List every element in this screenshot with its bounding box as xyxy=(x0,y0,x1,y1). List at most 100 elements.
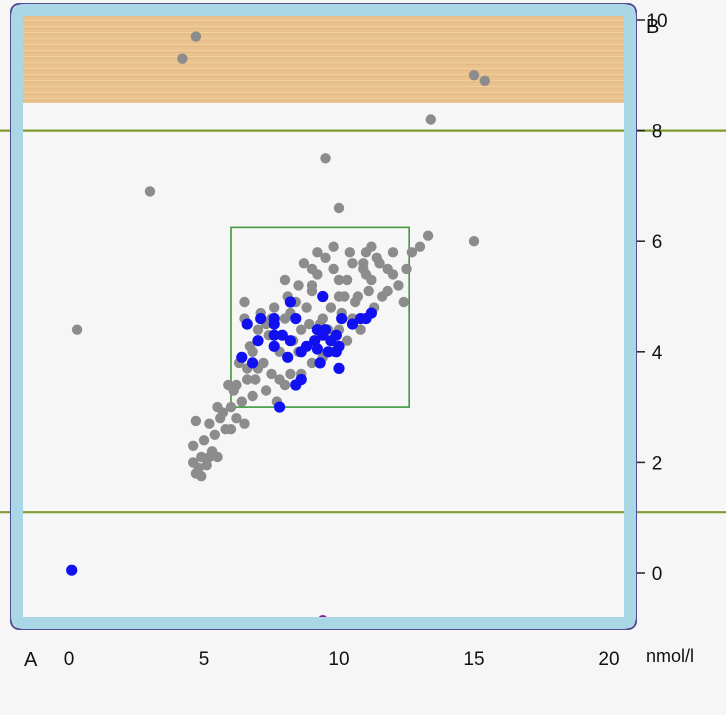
data-point-s0-0 xyxy=(71,324,83,335)
data-point-s0-81 xyxy=(325,302,337,313)
data-point-s0-73 xyxy=(341,335,353,346)
data-point-s1-11 xyxy=(268,340,280,352)
data-point-s1-4 xyxy=(241,318,253,330)
data-point-s1-3 xyxy=(247,357,259,369)
data-point-s1-37 xyxy=(330,346,342,358)
data-point-s0-66 xyxy=(204,451,215,463)
data-point-s0-22 xyxy=(293,280,304,291)
data-point-s0-87 xyxy=(328,241,339,252)
data-point-s0-7 xyxy=(320,153,331,164)
data-point-s0-104 xyxy=(363,285,374,297)
data-point-s0-2 xyxy=(177,53,188,64)
data-point-s0-56 xyxy=(239,418,250,429)
data-point-s0-6 xyxy=(144,186,156,197)
data-point-s1-28 xyxy=(346,318,359,330)
data-point-s0-65 xyxy=(196,471,207,482)
data-point-s0-74 xyxy=(355,324,366,335)
data-point-s1-13 xyxy=(284,335,296,347)
data-point-s0-107 xyxy=(333,291,345,302)
data-point-s0-54 xyxy=(231,413,242,424)
data-point-s1-36 xyxy=(284,296,296,308)
data-point-s0-119 xyxy=(358,263,369,275)
data-point-s0-89 xyxy=(366,241,377,252)
data-point-s0-84 xyxy=(371,252,382,263)
data-point-s1-20 xyxy=(319,324,332,336)
data-point-s0-18 xyxy=(333,274,345,286)
y-tick-label-2: 2 xyxy=(652,453,663,474)
data-point-s0-52 xyxy=(225,401,237,413)
data-point-s0-8 xyxy=(333,202,345,214)
corner-label-a: A xyxy=(24,649,38,671)
data-point-s0-12 xyxy=(401,263,412,275)
y-tick-label-10: 10 xyxy=(646,11,667,32)
data-point-s0-58 xyxy=(198,435,210,446)
data-point-s0-10 xyxy=(422,230,434,241)
data-point-s0-27 xyxy=(366,274,377,286)
data-point-s0-49 xyxy=(260,385,272,396)
data-point-s0-117 xyxy=(212,451,223,463)
data-point-s0-114 xyxy=(228,385,239,396)
data-point-s0-57 xyxy=(209,429,220,440)
data-point-s1-23 xyxy=(314,357,326,369)
data-point-s0-50 xyxy=(247,390,258,402)
data-point-s0-96 xyxy=(212,401,223,413)
data-point-s0-38 xyxy=(252,324,264,335)
data-point-s0-88 xyxy=(344,247,355,258)
data-point-s0-17 xyxy=(347,258,358,269)
data-point-s1-10 xyxy=(252,335,264,347)
data-point-s0-9 xyxy=(468,236,480,247)
data-point-s0-82 xyxy=(341,274,353,286)
data-point-s0-123 xyxy=(239,296,250,308)
data-point-s1-31 xyxy=(365,307,377,319)
data-point-s1-0 xyxy=(66,564,78,576)
data-point-s1-2 xyxy=(236,351,248,363)
data-point-s0-122 xyxy=(225,424,237,435)
data-point-s0-93 xyxy=(244,341,256,352)
data-point-s1-12 xyxy=(282,351,294,363)
data-point-s0-109 xyxy=(304,318,315,330)
data-point-s0-60 xyxy=(196,451,207,463)
data-point-s0-106 xyxy=(393,280,404,291)
x-tick-label-20: 20 xyxy=(598,649,619,670)
data-point-s0-63 xyxy=(201,460,212,471)
data-point-s0-86 xyxy=(298,258,310,269)
data-point-s0-90 xyxy=(312,247,323,258)
data-point-s1-34 xyxy=(290,379,302,391)
data-point-s1-14 xyxy=(290,313,302,325)
data-point-s1-35 xyxy=(274,401,286,413)
x-unit-label: nmol/l xyxy=(646,646,694,666)
data-point-s0-48 xyxy=(279,379,291,391)
y-axis: 0 2 4 6 8 10 xyxy=(637,11,668,585)
data-point-s0-19 xyxy=(320,252,331,263)
x-tick-label-5: 5 xyxy=(199,649,210,670)
corner-label-b: B xyxy=(646,16,659,38)
data-point-s0-71 xyxy=(250,374,261,385)
data-points xyxy=(66,31,490,625)
data-point-s0-120 xyxy=(387,269,399,280)
data-point-s1-27 xyxy=(336,313,348,325)
data-point-s0-1 xyxy=(190,31,202,42)
data-point-s0-13 xyxy=(414,241,426,252)
data-point-s0-23 xyxy=(301,302,312,313)
data-point-s0-67 xyxy=(188,440,199,451)
data-point-s1-16 xyxy=(301,340,313,352)
y-tick-label-4: 4 xyxy=(652,343,663,364)
data-point-s0-51 xyxy=(236,396,247,407)
data-point-s0-105 xyxy=(382,285,393,297)
y-tick-label-8: 8 xyxy=(652,122,663,143)
x-tick-label-10: 10 xyxy=(328,649,349,670)
data-point-s1-5 xyxy=(255,313,267,325)
data-point-s0-118 xyxy=(328,263,339,275)
data-point-s1-32 xyxy=(333,362,345,374)
data-point-s0-3 xyxy=(468,70,480,81)
data-point-s1-8 xyxy=(268,329,280,341)
y-tick-label-0: 0 xyxy=(652,564,663,585)
data-point-s0-14 xyxy=(387,247,399,258)
x-axis: 0 5 10 15 20 xyxy=(64,649,620,670)
data-point-s1-1 xyxy=(317,290,329,303)
data-point-s0-11 xyxy=(406,247,418,258)
data-point-s0-103 xyxy=(350,296,361,308)
